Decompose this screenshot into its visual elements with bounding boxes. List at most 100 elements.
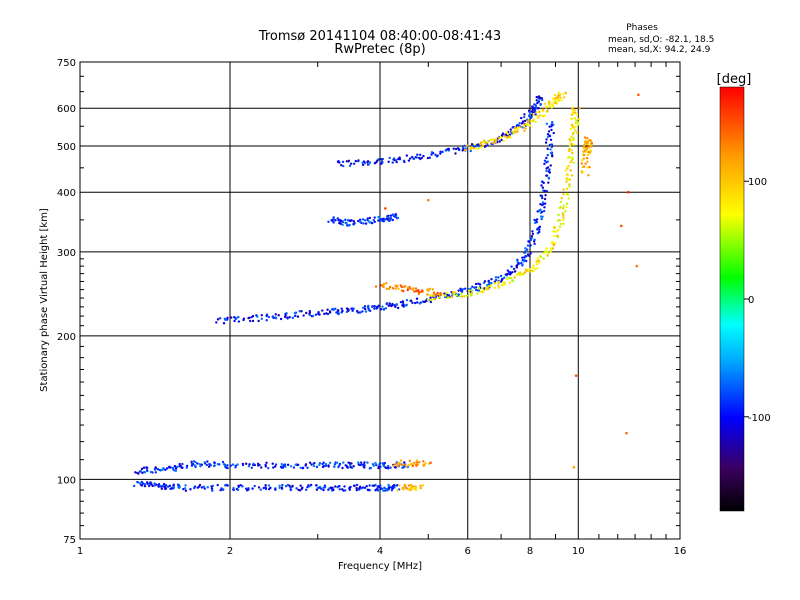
echo-point	[194, 460, 197, 464]
echo-point	[439, 293, 442, 297]
echo-point	[348, 223, 351, 227]
echo-point	[549, 151, 553, 155]
echo-point	[216, 483, 219, 487]
echo-point	[400, 289, 404, 292]
echo-point	[463, 144, 466, 147]
echo-point	[241, 485, 244, 488]
echo-point	[352, 465, 355, 468]
echo-point	[470, 289, 473, 292]
echo-point	[551, 155, 554, 158]
echo-point	[574, 125, 577, 129]
echo-point	[363, 219, 367, 222]
echo-point	[547, 130, 551, 133]
echo-point	[588, 139, 592, 142]
echo-point	[627, 190, 630, 194]
echo-point	[527, 240, 530, 243]
echo-point	[484, 144, 487, 148]
echo-point	[554, 242, 557, 245]
echo-point	[231, 463, 235, 466]
echo-point	[446, 296, 449, 300]
echo-point	[391, 302, 394, 306]
echo-point	[405, 487, 408, 490]
echo-point	[224, 464, 227, 468]
echo-point	[406, 288, 409, 292]
echo-point	[226, 316, 229, 320]
echo-point	[378, 462, 381, 466]
echo-point	[236, 488, 240, 491]
echo-point	[363, 307, 367, 311]
echo-point	[452, 147, 455, 150]
echo-point	[361, 310, 364, 313]
chart-title-line2: RwPretec (8p)	[334, 42, 425, 57]
echo-point	[590, 142, 594, 145]
echo-point	[537, 259, 540, 262]
echo-point	[348, 164, 352, 167]
echo-point	[218, 317, 222, 320]
echo-point	[285, 312, 288, 315]
echo-point	[516, 273, 519, 277]
echo-point	[334, 485, 337, 488]
echo-point	[414, 287, 418, 290]
echo-point	[503, 276, 506, 279]
echo-point	[415, 459, 419, 462]
echo-point	[346, 465, 349, 469]
echo-point	[366, 488, 370, 492]
echo-point	[420, 156, 423, 160]
echo-point	[259, 488, 262, 491]
echo-point	[568, 147, 571, 151]
echo-point	[264, 483, 267, 487]
phases-header: Phases	[626, 23, 658, 33]
echo-point	[498, 140, 501, 143]
echo-point	[586, 166, 589, 169]
echo-point	[568, 155, 571, 159]
echo-point	[284, 313, 287, 317]
echo-point	[397, 287, 400, 291]
echo-point	[523, 123, 526, 126]
echo-point	[541, 98, 544, 102]
echo-point	[323, 312, 326, 316]
echo-point	[528, 270, 531, 273]
echo-point	[402, 303, 405, 307]
echo-point	[513, 270, 517, 273]
echo-point	[279, 465, 283, 469]
echo-point	[556, 234, 559, 237]
echo-point	[177, 484, 180, 487]
echo-point	[530, 235, 534, 238]
echo-point	[387, 160, 390, 164]
echo-point	[257, 319, 260, 323]
echo-point	[415, 289, 418, 293]
echo-point	[585, 146, 589, 150]
echo-point	[535, 110, 538, 114]
echo-point	[340, 307, 343, 310]
echo-point	[304, 488, 308, 491]
echo-point	[301, 486, 304, 489]
echo-point	[577, 121, 580, 124]
echo-point	[584, 141, 587, 145]
echo-point	[470, 146, 473, 149]
echo-point	[368, 161, 372, 164]
echo-point	[388, 302, 391, 305]
echo-point	[408, 488, 411, 492]
echo-point	[153, 482, 156, 485]
echo-point	[562, 96, 566, 99]
echo-point	[318, 463, 321, 467]
echo-point	[536, 266, 539, 270]
echo-point	[219, 489, 222, 492]
echo-point	[421, 484, 424, 487]
echo-point	[265, 461, 268, 464]
echo-point	[342, 489, 345, 492]
echo-point	[366, 161, 369, 164]
echo-point	[408, 157, 412, 160]
echo-point	[530, 269, 533, 272]
echo-point	[335, 311, 338, 314]
echo-point	[545, 247, 548, 250]
echo-point	[137, 472, 140, 475]
echo-point	[546, 153, 550, 157]
echo-point	[541, 201, 545, 204]
echo-point	[568, 185, 571, 188]
echo-point	[466, 144, 469, 147]
echo-point	[267, 484, 271, 487]
echo-point	[586, 137, 589, 140]
echo-point	[505, 131, 509, 134]
echo-point	[493, 281, 497, 285]
